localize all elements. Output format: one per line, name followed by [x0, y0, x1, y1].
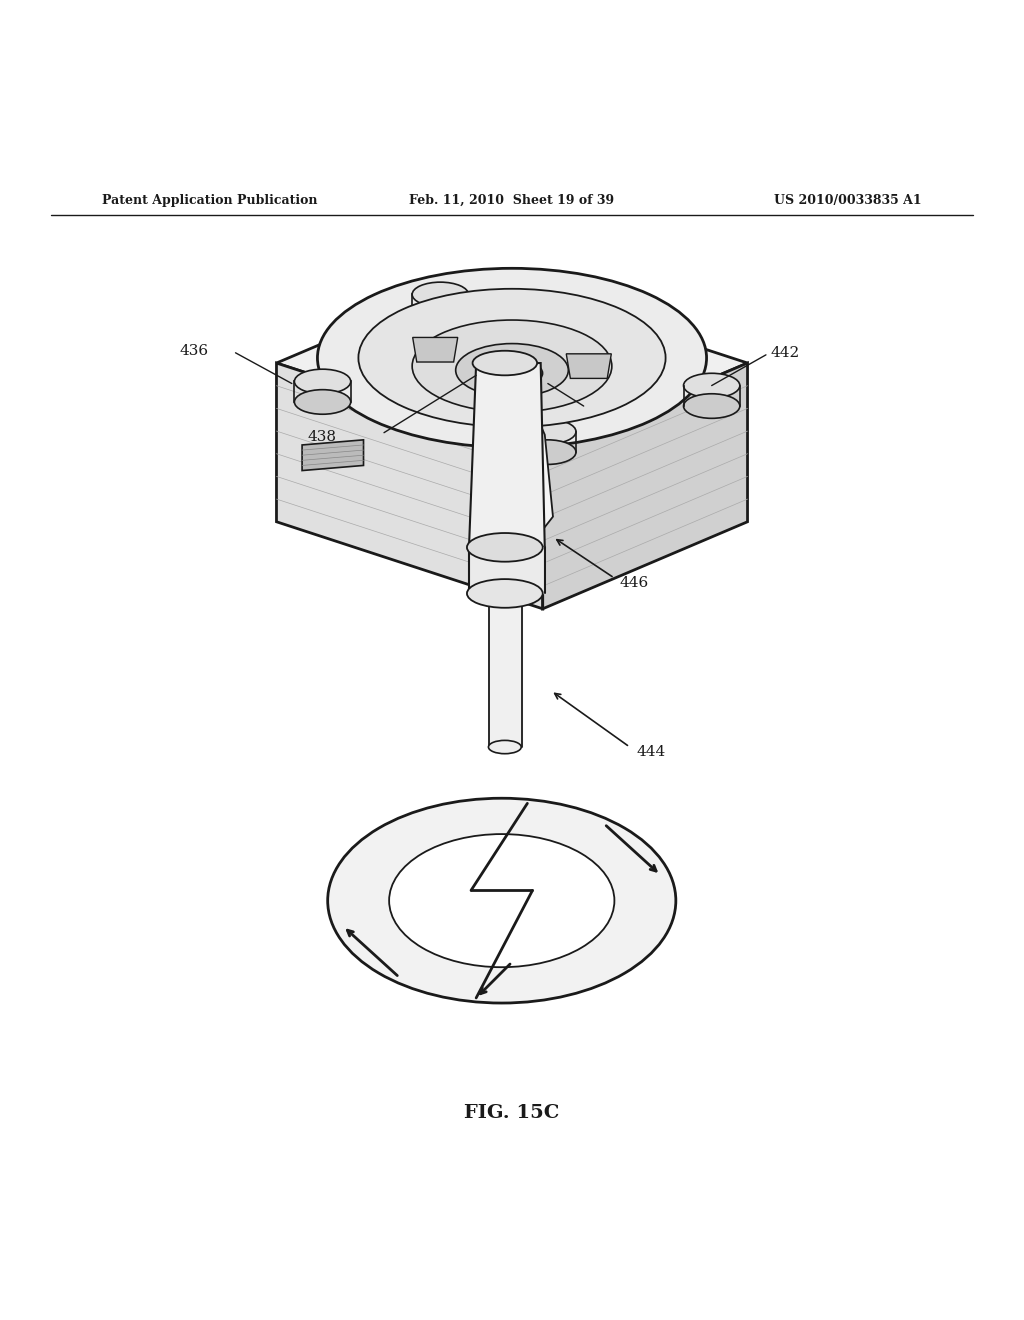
Polygon shape [276, 363, 543, 609]
Ellipse shape [467, 533, 543, 562]
Text: Feb. 11, 2010  Sheet 19 of 39: Feb. 11, 2010 Sheet 19 of 39 [410, 194, 614, 207]
Text: 442: 442 [770, 346, 800, 360]
Ellipse shape [684, 374, 739, 397]
Polygon shape [487, 384, 553, 578]
Ellipse shape [456, 343, 568, 397]
Ellipse shape [467, 579, 543, 607]
Ellipse shape [389, 834, 614, 968]
Ellipse shape [358, 289, 666, 428]
Ellipse shape [317, 268, 707, 447]
Polygon shape [302, 440, 364, 470]
Polygon shape [566, 354, 611, 379]
Polygon shape [276, 276, 748, 450]
Text: 446: 446 [620, 577, 649, 590]
Ellipse shape [520, 420, 575, 444]
Text: US 2010/0033835 A1: US 2010/0033835 A1 [774, 194, 922, 207]
Ellipse shape [328, 799, 676, 1003]
Ellipse shape [412, 282, 469, 306]
Ellipse shape [473, 351, 537, 375]
Text: 438: 438 [307, 430, 336, 444]
Ellipse shape [295, 370, 350, 393]
Text: 436: 436 [179, 343, 208, 358]
Text: 444: 444 [637, 746, 667, 759]
Ellipse shape [412, 302, 469, 327]
Text: FIG. 15C: FIG. 15C [464, 1104, 560, 1122]
Ellipse shape [295, 389, 350, 414]
Text: Patent Application Publication: Patent Application Publication [102, 194, 317, 207]
Ellipse shape [481, 359, 543, 388]
Ellipse shape [412, 319, 612, 412]
Ellipse shape [488, 741, 521, 754]
Ellipse shape [520, 440, 575, 465]
Ellipse shape [684, 393, 739, 418]
Polygon shape [543, 363, 748, 609]
Text: 440: 440 [587, 403, 616, 417]
Polygon shape [469, 363, 545, 548]
Polygon shape [413, 338, 458, 362]
